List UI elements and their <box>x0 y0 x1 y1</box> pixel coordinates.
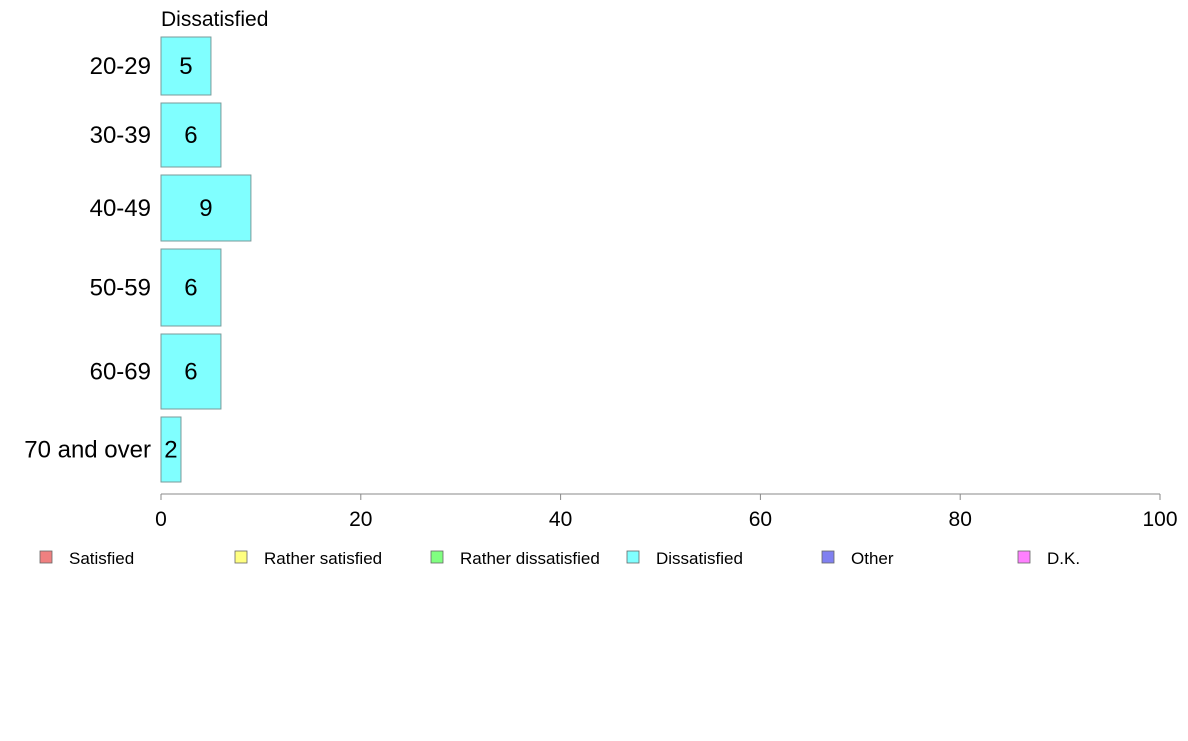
bar <box>160 333 222 410</box>
x-tick-label: 0 <box>155 508 167 531</box>
bar <box>160 248 222 327</box>
legend-swatch <box>39 550 53 564</box>
bar-value-label: 9 <box>199 195 212 222</box>
legend-swatch <box>1017 550 1031 564</box>
bar-value-label: 6 <box>184 122 197 149</box>
category-label: 70 and over <box>24 437 151 464</box>
legend-label: D.K. <box>1047 549 1080 568</box>
bar <box>160 416 182 483</box>
x-tick-label: 20 <box>349 508 372 531</box>
x-axis: 0 20 40 60 80 100 <box>155 493 1178 531</box>
category-label: 50-59 <box>90 275 151 302</box>
legend-label: Rather satisfied <box>264 549 382 568</box>
legend-label: Dissatisfied <box>656 549 743 568</box>
x-tick-label: 60 <box>749 508 772 531</box>
legend-swatch <box>821 550 835 564</box>
legend: Satisfied Rather satisfied Rather dissatis… <box>39 549 1080 568</box>
legend-label: Satisfied <box>69 549 134 568</box>
category-label: 30-39 <box>90 122 151 149</box>
x-tick-label: 80 <box>949 508 972 531</box>
bars-layer: 5 20-29 6 30-39 9 40-49 6 50-59 6 60-69 2 70 and ov… <box>24 36 252 483</box>
bar <box>160 36 212 96</box>
bar <box>160 102 222 168</box>
bar <box>160 174 252 242</box>
bar-value-label: 5 <box>179 53 192 80</box>
bar-value-label: 6 <box>184 359 197 386</box>
chart-title: Dissatisfied <box>161 8 268 31</box>
x-tick-label: 40 <box>549 508 572 531</box>
category-label: 20-29 <box>90 53 151 80</box>
legend-label: Rather dissatisfied <box>460 549 600 568</box>
category-label: 60-69 <box>90 359 151 386</box>
legend-swatch <box>430 550 444 564</box>
legend-swatch <box>234 550 248 564</box>
legend-label: Other <box>851 549 894 568</box>
category-label: 40-49 <box>90 195 151 222</box>
bar-value-label: 2 <box>164 437 177 464</box>
legend-swatch <box>626 550 640 564</box>
bar-value-label: 6 <box>184 275 197 302</box>
x-tick-label: 100 <box>1142 508 1177 531</box>
